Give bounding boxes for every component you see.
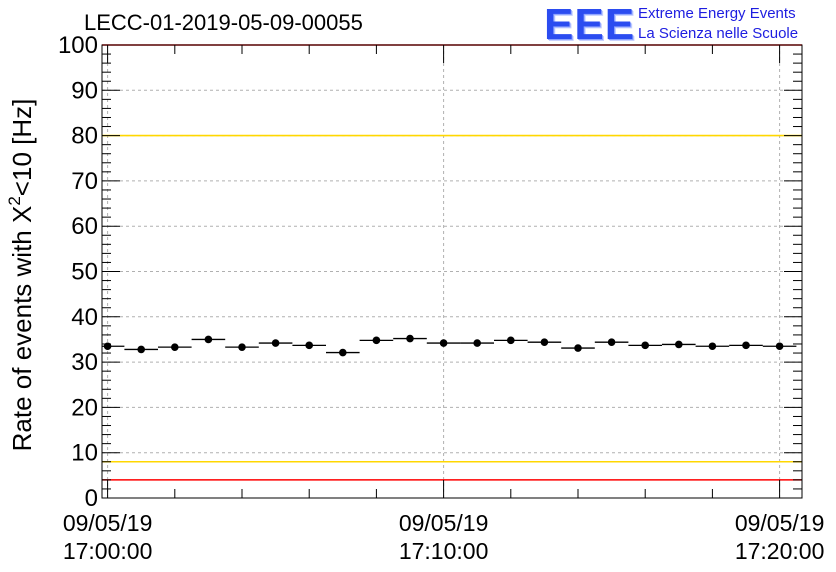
logo-line-1: Extreme Energy Events: [638, 5, 796, 22]
data-point: [171, 343, 179, 351]
data-point: [675, 340, 683, 349]
data-point: [238, 343, 246, 351]
y-tick-label: 30: [71, 349, 98, 376]
y-tick-label: 20: [71, 394, 98, 421]
y-tick-label: 50: [71, 259, 98, 286]
data-point: [406, 334, 414, 343]
data-point: [439, 339, 448, 347]
grid-lines: [102, 45, 802, 498]
logo-line-2: La Scienza nelle Scuole: [638, 25, 799, 42]
data-points: [102, 334, 797, 357]
x-tick-date: 09/05/19: [735, 510, 825, 536]
x-tick-time: 17:00:00: [63, 538, 153, 564]
reference-lines: [102, 44, 802, 481]
axis-ticks: [102, 44, 802, 499]
y-tick-label: 100: [58, 32, 98, 59]
data-point: [305, 341, 314, 350]
data-point: [540, 338, 549, 346]
data-point: [339, 348, 347, 357]
data-point: [641, 341, 649, 350]
y-axis-label-prefix: Rate of events with X: [7, 206, 37, 452]
data-point: [574, 344, 582, 352]
y-tick-label: 70: [71, 168, 98, 195]
data-point: [103, 342, 112, 351]
y-tick-label: 40: [71, 304, 98, 331]
data-point: [204, 335, 213, 344]
data-point: [137, 345, 145, 354]
x-tick-labels: 09/05/1917:00:0009/05/1917:10:0009/05/19…: [63, 510, 825, 564]
data-point: [372, 336, 381, 345]
y-axis-label-sup: 2: [5, 196, 24, 205]
y-tick-label: 80: [71, 123, 98, 150]
y-tick-labels: 0 10 20 30 40 50 60 70 80 90 100: [58, 32, 98, 512]
eee-logo-mark: EEE: [544, 0, 636, 49]
y-tick-label: 10: [71, 440, 98, 467]
data-point: [507, 336, 515, 345]
x-tick-date: 09/05/19: [63, 510, 153, 536]
y-axis-label: Rate of events with X2<10 [Hz]: [5, 99, 37, 452]
x-tick-date: 09/05/19: [399, 510, 489, 536]
data-point: [473, 339, 482, 347]
data-point: [708, 342, 717, 351]
y-tick-label: 90: [71, 77, 98, 104]
data-point: [742, 341, 750, 350]
chart-title: LECC-01-2019-05-09-00055: [84, 10, 363, 35]
data-point: [271, 339, 280, 347]
x-tick-time: 17:10:00: [399, 538, 489, 564]
data-point: [607, 338, 616, 346]
eee-logo: EEE Extreme Energy Events La Scienza nel…: [544, 0, 834, 49]
y-tick-label: 0: [85, 485, 98, 512]
y-tick-label: 60: [71, 213, 98, 240]
x-tick-time: 17:20:00: [735, 538, 825, 564]
plot-frame: [101, 44, 803, 499]
data-point: [775, 342, 784, 351]
y-axis-label-suffix: <10 [Hz]: [7, 99, 37, 197]
